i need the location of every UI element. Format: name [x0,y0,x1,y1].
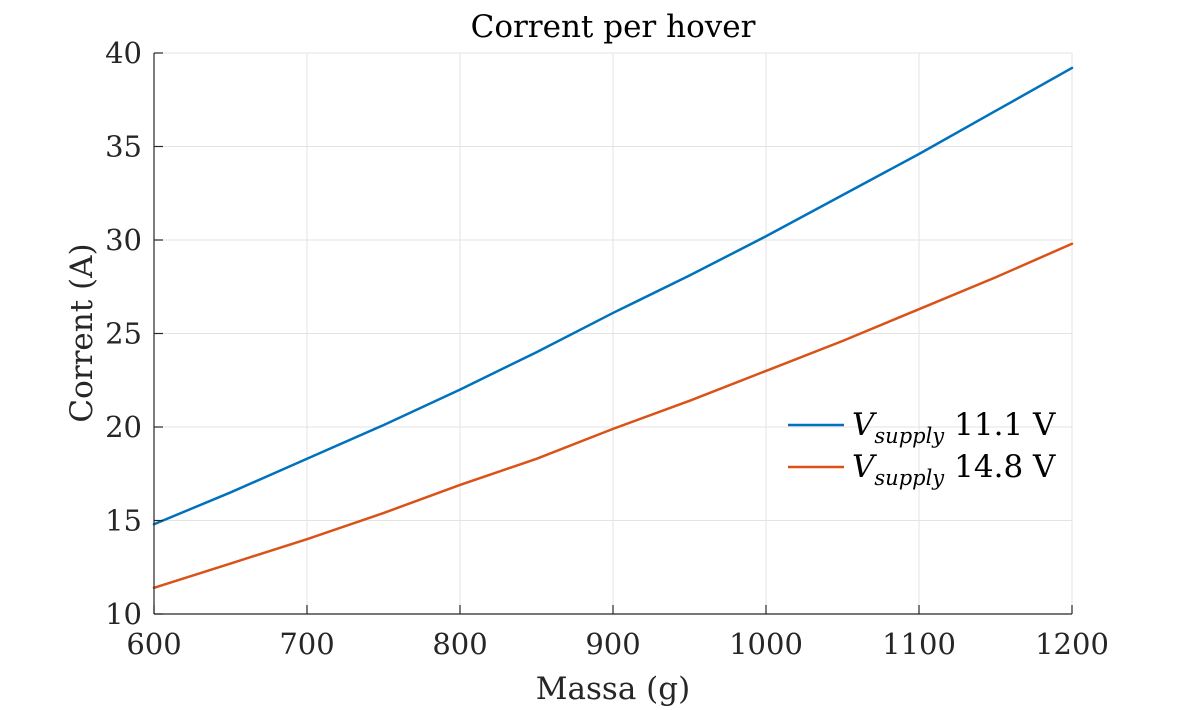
series-line-1 [152,66,1074,526]
x-axis-title: Massa (g) [536,671,690,707]
x-tick-label: 1200 [1035,627,1109,661]
x-tick-label: 900 [585,627,640,661]
x-tick-label: 600 [126,627,181,661]
series-lines [152,66,1074,590]
series-line-2 [152,242,1074,590]
y-tick-label: 25 [105,317,142,351]
x-tick-label: 1100 [882,627,956,661]
chart-title: Corrent per hover [471,9,756,45]
y-tick-label: 35 [105,130,142,164]
tick-labels: 600 700 800 900 1000 1100 1200 10 15 20 25 30 35 40 [105,36,1109,661]
x-tick-label: 1000 [729,627,803,661]
y-tick-label: 15 [105,504,142,538]
axes [153,52,1073,615]
x-tick-label: 700 [279,627,334,661]
y-tick-label: 10 [105,597,142,631]
y-tick-label: 40 [105,36,142,70]
y-axis-title: Corrent (A) [64,243,100,422]
legend-label-2: Vsupply 14.8 V [852,449,1056,490]
y-tick-label: 30 [105,223,142,257]
x-tick-label: 800 [432,627,487,661]
y-tick-label: 20 [105,410,142,444]
legend-label-1: Vsupply 11.1 V [852,407,1056,448]
